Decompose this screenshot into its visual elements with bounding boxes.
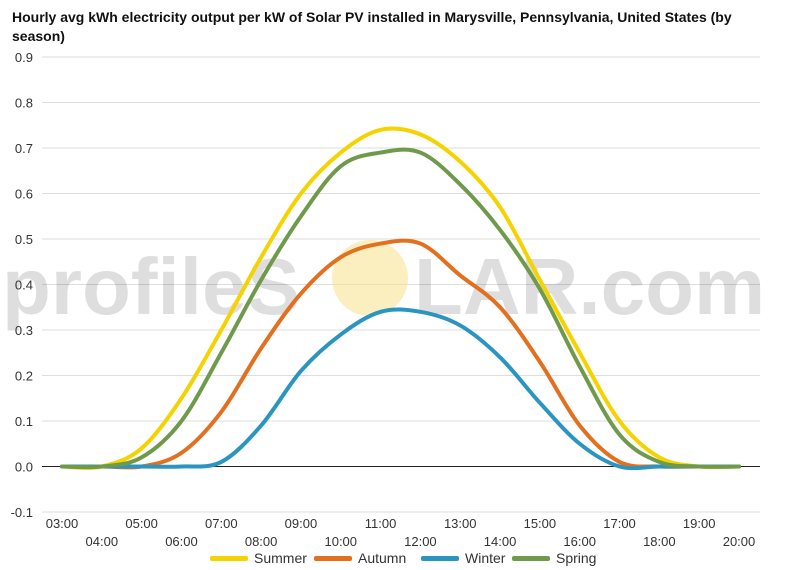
chart-title: Hourly avg kWh electricity output per kW…	[12, 9, 732, 44]
y-tick-label: -0.1	[11, 505, 33, 520]
chart-plot: profileS LAR.com -0.1 0.0 0.1 0.2 0.3 0.4 0.5 0…	[2, 50, 765, 548]
x-tick-label: 18:00	[643, 534, 676, 548]
x-tick-label: 16:00	[563, 534, 596, 548]
legend-swatch-autumn	[314, 555, 352, 561]
x-tick-label: 20:00	[723, 534, 756, 548]
x-tick-label: 08:00	[245, 534, 278, 548]
series-line-summer	[60, 126, 741, 470]
y-tick-label: 0.1	[15, 414, 33, 429]
legend-label-summer: Summer	[254, 550, 307, 566]
legend-item-autumn: Autumn	[314, 548, 406, 568]
y-tick-label: 0.7	[15, 141, 33, 156]
x-tick-label: 17:00	[603, 516, 636, 531]
x-axis-ticks: 03:00 04:00 05:00 06:00 07:00 08:00 09:00 10:00…	[46, 516, 756, 548]
y-tick-label: 0.2	[15, 369, 33, 384]
series-line-autumn	[60, 238, 741, 470]
x-tick-label: 05:00	[125, 516, 158, 531]
x-tick-label: 14:00	[484, 534, 517, 548]
watermark-text-right: LAR.com	[414, 242, 765, 331]
legend-swatch-summer	[210, 555, 248, 561]
legend-label-winter: Winter	[465, 550, 506, 566]
series-lines	[60, 126, 741, 471]
y-tick-label: 0.0	[15, 460, 33, 475]
y-tick-label: 0.9	[15, 50, 33, 65]
x-tick-label: 11:00	[365, 516, 397, 531]
x-tick-label: 07:00	[205, 516, 238, 531]
watermark: profileS LAR.com	[2, 240, 765, 331]
legend-item-spring: Spring	[512, 548, 596, 568]
y-tick-label: 0.3	[15, 323, 33, 338]
watermark-sun-icon	[332, 240, 408, 316]
legend-swatch-winter	[421, 555, 459, 561]
x-tick-label: 03:00	[46, 516, 79, 531]
watermark-text-left: profileS	[2, 242, 300, 331]
y-tick-label: 0.4	[15, 278, 33, 293]
y-tick-label: 0.5	[15, 232, 33, 247]
x-tick-label: 04:00	[86, 534, 119, 548]
x-tick-label: 10:00	[324, 534, 357, 548]
y-axis-ticks: -0.1 0.0 0.1 0.2 0.3 0.4 0.5 0.6 0.7 0.8 0.9	[11, 50, 33, 520]
legend-swatch-spring	[512, 555, 550, 561]
legend-label-spring: Spring	[556, 550, 597, 566]
x-tick-label: 06:00	[165, 534, 198, 548]
legend-item-summer: Summer	[210, 548, 307, 568]
legend-item-winter: Winter	[421, 548, 505, 568]
series-line-winter	[60, 307, 741, 471]
series-line-spring	[60, 147, 741, 470]
y-tick-label: 0.8	[15, 96, 33, 111]
x-tick-label: 09:00	[285, 516, 318, 531]
x-tick-label: 19:00	[683, 516, 716, 531]
legend-label-autumn: Autumn	[358, 550, 407, 566]
x-tick-label: 13:00	[444, 516, 477, 531]
x-tick-label: 15:00	[524, 516, 557, 531]
legend: Summer Autumn Winter Spring	[0, 548, 800, 568]
y-tick-label: 0.6	[15, 187, 33, 202]
x-tick-label: 12:00	[404, 534, 437, 548]
